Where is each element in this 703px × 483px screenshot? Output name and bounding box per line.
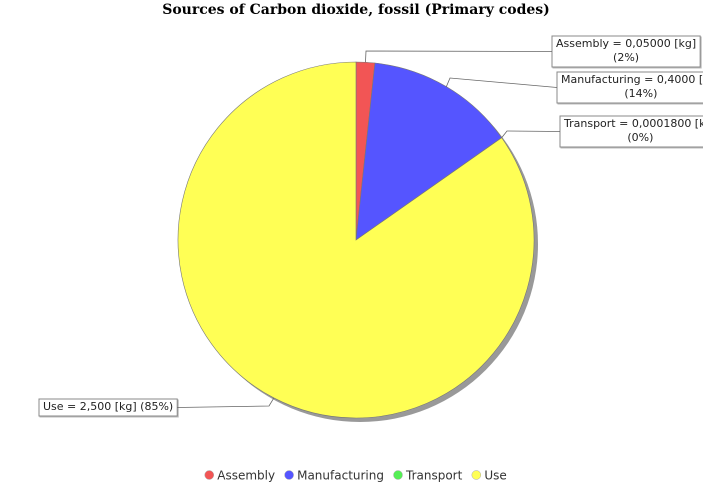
- label-text: Assembly = 0,05000 [kg]: [556, 37, 696, 50]
- leader-line: [365, 50, 553, 63]
- leader-line: [445, 77, 558, 88]
- label-text: (2%): [613, 51, 639, 64]
- legend-label: Use: [484, 469, 506, 483]
- legend-label: Manufacturing: [297, 469, 384, 483]
- slice-label: Use = 2,500 [kg] (85%): [38, 398, 178, 417]
- leader-line: [177, 397, 275, 408]
- slice-label: Transport = 0,0001800 [kg](0%): [559, 115, 703, 148]
- label-text: Use = 2,500 [kg] (85%): [43, 400, 173, 413]
- legend-label: Transport: [405, 469, 463, 483]
- legend-marker: [204, 470, 215, 480]
- legend-marker: [284, 470, 294, 480]
- legend-marker: [471, 470, 482, 480]
- legend-marker: [393, 470, 403, 480]
- label-box: [559, 115, 703, 148]
- leader-line: [501, 130, 561, 138]
- chart-title: Sources of Carbon dioxide, fossil (Prima…: [162, 2, 550, 18]
- legend-label: Assembly: [217, 469, 275, 483]
- label-text: (0%): [627, 131, 653, 144]
- label-text: Manufacturing = 0,4000 [kg]: [561, 73, 703, 86]
- label-text: (14%): [624, 87, 657, 100]
- legend: Assembly Manufacturing Transport Use: [204, 469, 507, 483]
- label-text: Transport = 0,0001800 [kg]: [563, 117, 703, 130]
- slice-label: Assembly = 0,05000 [kg](2%): [551, 35, 701, 68]
- slice-label: Manufacturing = 0,4000 [kg](14%): [556, 71, 703, 104]
